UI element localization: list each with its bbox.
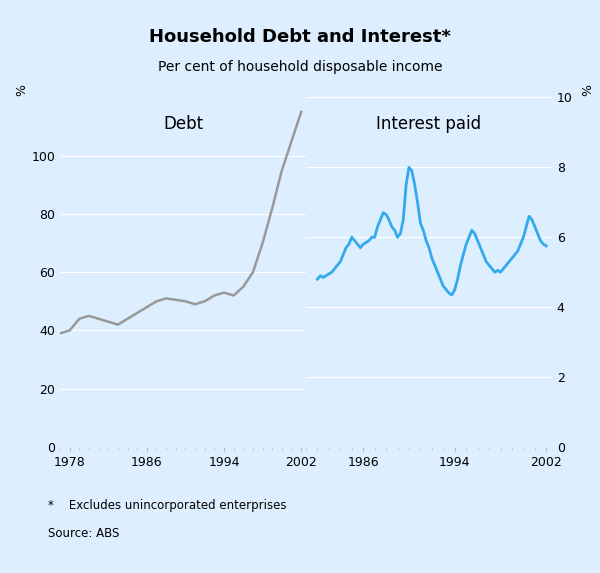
Text: Per cent of household disposable income: Per cent of household disposable income — [158, 61, 442, 74]
Text: Household Debt and Interest*: Household Debt and Interest* — [149, 28, 451, 46]
Text: Debt: Debt — [163, 115, 203, 133]
Y-axis label: %: % — [15, 84, 28, 96]
Text: *    Excludes unincorporated enterprises: * Excludes unincorporated enterprises — [48, 499, 287, 512]
Y-axis label: %: % — [581, 84, 595, 96]
Text: Interest paid: Interest paid — [376, 115, 482, 133]
Text: Source: ABS: Source: ABS — [48, 527, 119, 540]
